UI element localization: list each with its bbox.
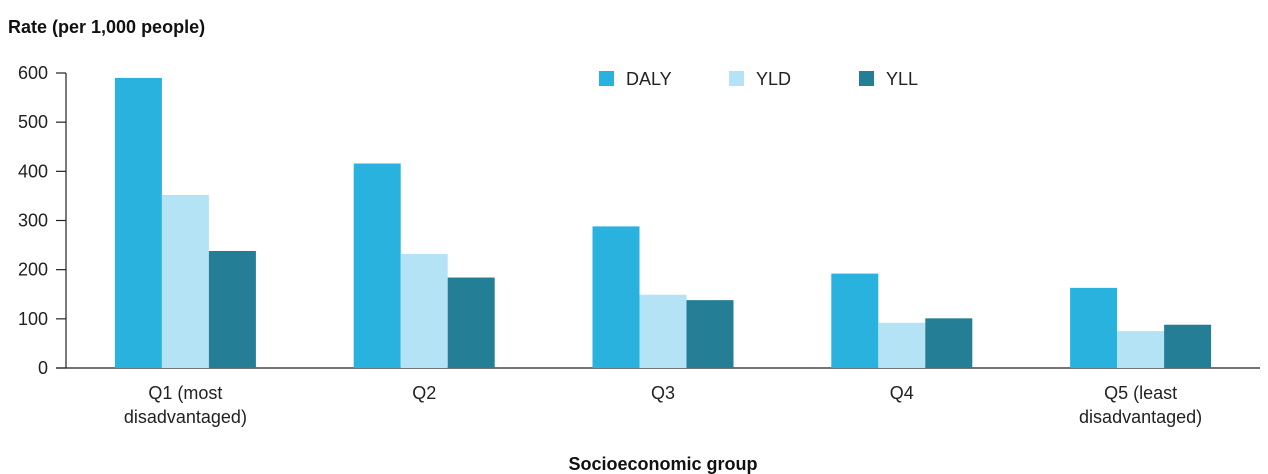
- bar-yll-1: [208, 250, 256, 368]
- bar-daly-3: [592, 226, 640, 368]
- y-tick-label: 300: [18, 211, 48, 231]
- y-tick-label: 100: [18, 309, 48, 329]
- bars-group: [114, 77, 1212, 369]
- y-tick-label: 500: [18, 112, 48, 132]
- legend-swatch-yll: [859, 71, 874, 86]
- bar-daly-1: [114, 77, 162, 369]
- legend-label-yll: YLL: [886, 69, 918, 89]
- legend-label-daly: DALY: [626, 69, 672, 89]
- bar-yld-2: [400, 253, 448, 368]
- y-axis-ticks: 0 100 200 300 400 500 600: [18, 63, 66, 378]
- legend-label-yld: YLD: [756, 69, 791, 89]
- y-tick-label: 200: [18, 260, 48, 280]
- y-tick-label: 600: [18, 63, 48, 83]
- bar-yll-4: [925, 318, 973, 368]
- legend: DALY YLD YLL: [599, 69, 918, 89]
- x-category-label: Q4: [890, 383, 914, 403]
- bar-yll-2: [447, 277, 495, 368]
- legend-swatch-daly: [599, 71, 614, 86]
- x-category-label: Q2: [412, 383, 436, 403]
- x-axis-title: Socioeconomic group: [568, 454, 757, 474]
- legend-swatch-yld: [729, 71, 744, 86]
- x-category-label: Q1 (most disadvantaged): [124, 383, 247, 427]
- category-labels: Q1 (most disadvantaged) Q2 Q3 Q4 Q5 (least dis…: [124, 383, 1202, 427]
- bar-daly-2: [353, 163, 401, 368]
- bar-yld-5: [1117, 331, 1165, 368]
- bar-yll-5: [1164, 324, 1212, 368]
- y-tick-label: 0: [38, 358, 48, 378]
- bar-yld-3: [639, 294, 687, 368]
- y-tick-label: 400: [18, 161, 48, 181]
- bar-yld-4: [878, 322, 926, 368]
- x-category-label: Q3: [651, 383, 675, 403]
- bar-yld-1: [161, 194, 209, 368]
- x-category-label: Q5 (least disadvantaged): [1079, 383, 1202, 427]
- bar-daly-5: [1070, 287, 1118, 368]
- bar-daly-4: [831, 273, 879, 368]
- bar-yll-3: [686, 300, 734, 368]
- y-axis-title: Rate (per 1,000 people): [8, 17, 205, 37]
